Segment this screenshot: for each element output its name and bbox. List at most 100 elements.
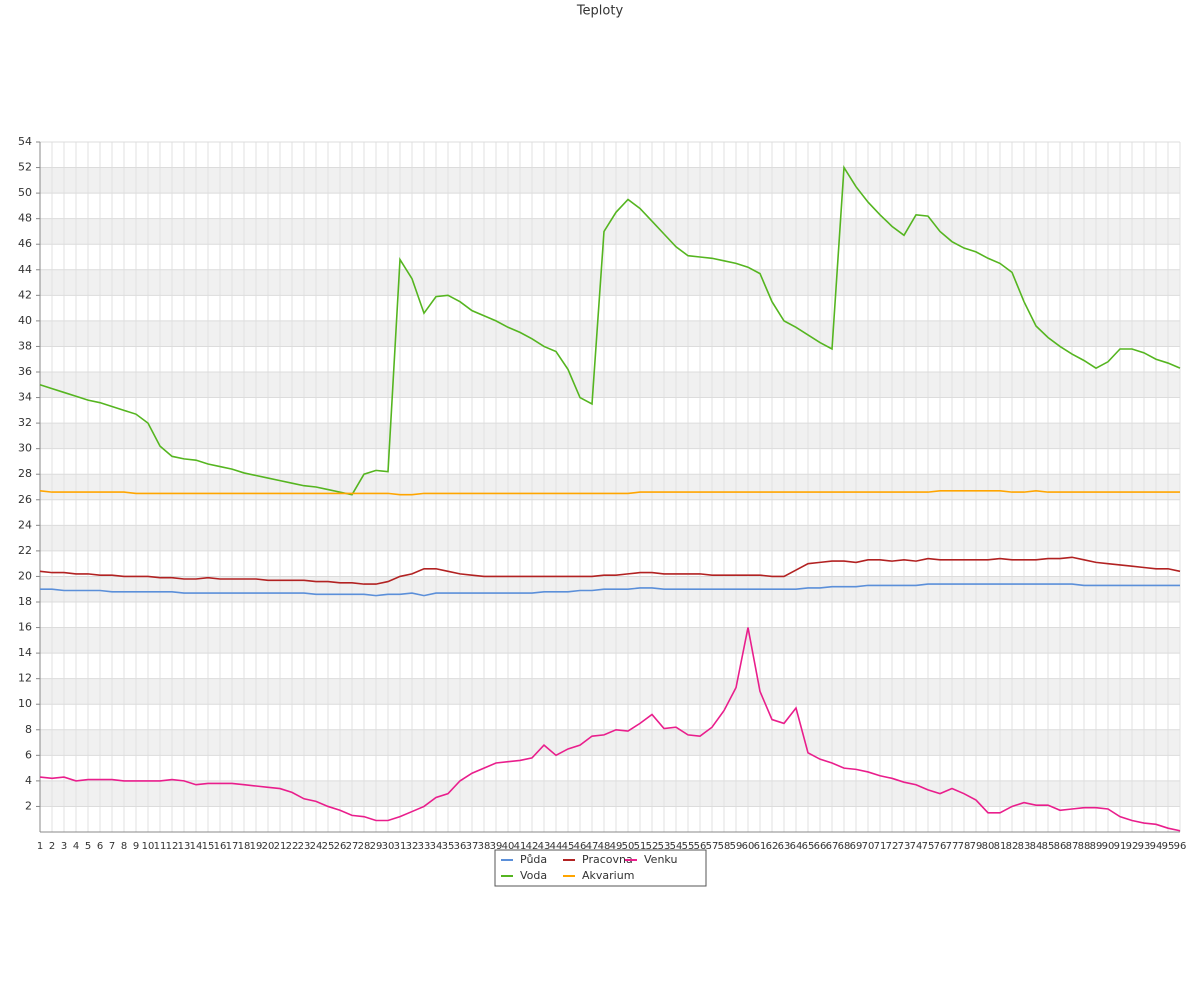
x-tick-label: 8 [121, 841, 127, 852]
x-tick-label: 35 [442, 841, 455, 852]
legend-label: Půda [520, 853, 547, 866]
x-tick-label: 67 [826, 841, 839, 852]
x-tick-label: 5 [85, 841, 91, 852]
y-tick-label: 46 [18, 237, 32, 250]
x-tick-label: 63 [778, 841, 791, 852]
x-tick-label: 65 [802, 841, 815, 852]
grid-band [40, 474, 1180, 500]
line-series [39, 490, 1180, 496]
x-tick-label: 24 [310, 841, 323, 852]
x-tick-label: 94 [1150, 841, 1163, 852]
x-tick-label: 56 [694, 841, 707, 852]
y-tick-label: 10 [18, 697, 32, 710]
x-tick-label: 62 [766, 841, 779, 852]
x-tick-label: 23 [298, 841, 311, 852]
x-tick-label: 11 [154, 841, 167, 852]
y-tick-label: 40 [18, 314, 32, 327]
y-tick-label: 42 [18, 288, 32, 301]
grid-band [40, 729, 1180, 756]
x-tick-label: 57 [706, 841, 719, 852]
y-tick-label: 36 [18, 365, 32, 378]
x-tick-label: 26 [334, 841, 347, 852]
x-tick-label: 39 [490, 841, 503, 852]
x-tick-label: 1 [37, 841, 43, 852]
y-tick-label: 2 [25, 799, 32, 812]
grid-band [40, 320, 1180, 347]
y-tick-label: 44 [18, 263, 32, 276]
y-tick-label: 34 [18, 391, 32, 404]
x-tick-label: 90 [1102, 841, 1115, 852]
x-tick-label: 87 [1066, 841, 1079, 852]
x-tick-label: 13 [178, 841, 191, 852]
y-tick-label: 32 [18, 416, 32, 429]
x-tick-label: 74 [910, 841, 923, 852]
y-tick-label: 12 [18, 672, 32, 685]
x-tick-label: 12 [166, 841, 179, 852]
x-tick-label: 14 [190, 841, 203, 852]
x-tick-label: 19 [250, 841, 263, 852]
x-tick-label: 36 [454, 841, 467, 852]
x-tick-label: 77 [946, 841, 959, 852]
x-tick-label: 83 [1018, 841, 1031, 852]
x-tick-label: 17 [226, 841, 239, 852]
x-tick-label: 93 [1138, 841, 1151, 852]
chart-title: Teploty [576, 4, 624, 19]
x-tick-label: 7 [109, 841, 115, 852]
y-tick-label: 6 [25, 748, 32, 761]
x-tick-label: 34 [430, 841, 443, 852]
y-tick-label: 54 [18, 135, 32, 148]
y-tick-label: 52 [18, 161, 32, 174]
x-tick-label: 68 [838, 841, 851, 852]
legend-box [494, 849, 707, 887]
legend-label: Akvarium [582, 869, 634, 882]
x-tick-label: 33 [418, 841, 431, 852]
y-tick-label: 8 [25, 723, 32, 736]
line-series [40, 583, 1180, 597]
grid-band [40, 269, 1180, 296]
x-tick-label: 4 [73, 841, 79, 852]
x-tick-label: 3 [61, 841, 67, 852]
x-tick-label: 2 [49, 841, 55, 852]
legend-label: Venku [644, 853, 677, 866]
x-tick-label: 52 [646, 841, 659, 852]
y-tick-label: 16 [18, 621, 32, 634]
x-tick-label: 27 [346, 841, 359, 852]
legend-label: Voda [520, 869, 547, 882]
grid-band [40, 423, 1180, 449]
x-tick-label: 16 [214, 841, 227, 852]
grid-band [40, 678, 1180, 705]
x-tick-label: 30 [382, 841, 395, 852]
y-tick-label: 20 [18, 569, 32, 582]
y-tick-label: 14 [18, 646, 32, 659]
x-tick-label: 46 [574, 841, 587, 852]
x-tick-label: 96 [1174, 841, 1187, 852]
x-tick-label: 43 [538, 841, 551, 852]
x-tick-label: 41 [514, 841, 527, 852]
x-tick-label: 86 [1054, 841, 1067, 852]
x-tick-label: 69 [850, 841, 863, 852]
x-tick-label: 47 [586, 841, 599, 852]
y-tick-label: 30 [18, 442, 32, 455]
grid-band [40, 525, 1180, 551]
x-tick-label: 20 [262, 841, 275, 852]
x-tick-label: 89 [1090, 841, 1103, 852]
x-tick-label: 88 [1078, 841, 1091, 852]
y-tick-label: 50 [18, 186, 32, 199]
x-tick-label: 76 [934, 841, 947, 852]
x-tick-label: 50 [622, 841, 635, 852]
line-series [39, 627, 1181, 832]
grid-band [40, 780, 1180, 807]
legend-label: Pracovna [582, 853, 633, 866]
x-tick-label: 18 [238, 841, 251, 852]
y-tick-label: 22 [18, 544, 32, 557]
x-tick-label: 81 [994, 841, 1007, 852]
x-tick-label: 59 [730, 841, 743, 852]
line-series [39, 165, 1181, 496]
x-tick-label: 80 [982, 841, 995, 852]
x-tick-label: 91 [1114, 841, 1127, 852]
grid-band [40, 372, 1180, 398]
x-tick-label: 60 [742, 841, 755, 852]
x-tick-label: 32 [406, 841, 419, 852]
x-tick-label: 10 [142, 841, 155, 852]
